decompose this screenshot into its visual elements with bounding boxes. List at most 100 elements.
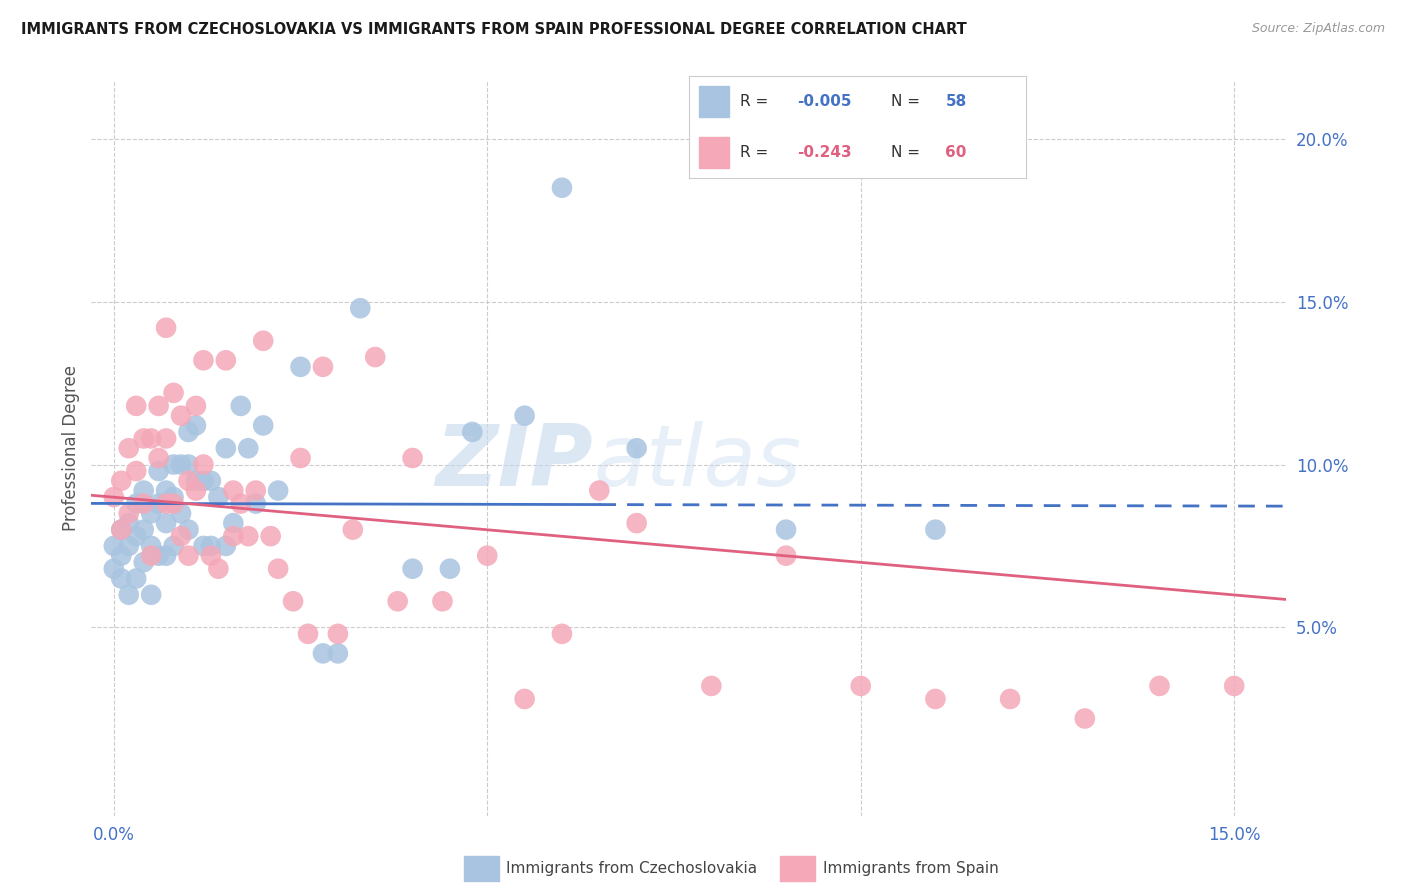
Point (155, 497, 177, 511)
Point (1074, 711, 1097, 725)
Y-axis label: Professional Degree: Professional Degree (62, 365, 80, 532)
Point (148, 464, 170, 478)
Point (193, 353, 215, 368)
Point (849, 679, 872, 693)
Point (177, 458, 200, 472)
Point (132, 483, 155, 498)
Point (290, 359, 312, 374)
Point (125, 399, 148, 413)
Point (267, 562, 290, 576)
Text: R =: R = (740, 145, 773, 161)
Point (184, 399, 207, 413)
Point (200, 474, 222, 488)
Point (924, 523, 946, 537)
Point (775, 523, 797, 537)
Point (155, 549, 177, 563)
Point (110, 572, 132, 586)
FancyBboxPatch shape (699, 87, 730, 117)
Point (222, 516, 245, 530)
Text: Immigrants from Spain: Immigrants from Spain (823, 862, 998, 876)
Point (1223, 679, 1246, 693)
Point (103, 562, 125, 576)
Text: Source: ZipAtlas.com: Source: ZipAtlas.com (1251, 22, 1385, 36)
Point (110, 549, 132, 563)
Point (170, 458, 193, 472)
Point (132, 555, 155, 569)
Point (238, 529, 260, 543)
Point (118, 516, 141, 530)
Point (177, 523, 200, 537)
Point (162, 490, 184, 504)
Point (118, 442, 141, 455)
Point (461, 425, 484, 439)
Point (125, 572, 148, 586)
Point (259, 529, 281, 543)
Point (207, 562, 229, 576)
Point (110, 523, 132, 537)
Point (477, 549, 499, 563)
Point (162, 497, 184, 511)
Point (141, 507, 162, 521)
Point (252, 418, 274, 433)
Point (141, 549, 162, 563)
Point (118, 588, 141, 602)
Point (148, 497, 170, 511)
Point (184, 418, 207, 433)
Point (132, 432, 155, 446)
Point (342, 523, 364, 537)
Point (193, 474, 215, 488)
Text: R =: R = (740, 94, 773, 109)
Point (118, 539, 141, 553)
Point (924, 692, 946, 706)
Point (148, 549, 170, 563)
Point (177, 549, 200, 563)
Point (110, 474, 132, 488)
Text: ZIP: ZIP (436, 421, 593, 505)
Point (290, 450, 312, 465)
Point (193, 539, 215, 553)
Point (155, 320, 177, 334)
Point (312, 359, 335, 374)
Point (245, 483, 267, 498)
Point (162, 385, 184, 400)
Point (177, 474, 200, 488)
Text: 58: 58 (945, 94, 967, 109)
FancyBboxPatch shape (699, 137, 730, 168)
Text: N =: N = (891, 145, 925, 161)
Point (200, 549, 222, 563)
Text: Immigrants from Czechoslovakia: Immigrants from Czechoslovakia (506, 862, 758, 876)
Point (998, 692, 1021, 706)
Point (252, 334, 274, 348)
Point (401, 450, 423, 465)
Point (170, 409, 193, 423)
Point (215, 539, 238, 553)
Text: atlas: atlas (593, 421, 801, 505)
Point (141, 432, 162, 446)
Point (125, 497, 148, 511)
Point (364, 350, 387, 364)
Point (297, 627, 319, 641)
Point (281, 594, 304, 608)
Point (103, 490, 125, 504)
Point (222, 529, 245, 543)
Point (312, 646, 335, 660)
Point (215, 442, 238, 455)
Point (141, 539, 162, 553)
Point (110, 523, 132, 537)
Point (215, 353, 238, 368)
Point (238, 442, 260, 455)
Point (326, 627, 349, 641)
Point (125, 464, 148, 478)
Text: 60: 60 (945, 145, 967, 161)
Point (229, 497, 252, 511)
Point (513, 692, 536, 706)
Point (200, 539, 222, 553)
Text: -0.243: -0.243 (797, 145, 852, 161)
Point (207, 490, 229, 504)
Point (401, 562, 423, 576)
Point (141, 588, 162, 602)
Point (222, 483, 245, 498)
Point (170, 507, 193, 521)
Point (103, 539, 125, 553)
Point (626, 442, 648, 455)
